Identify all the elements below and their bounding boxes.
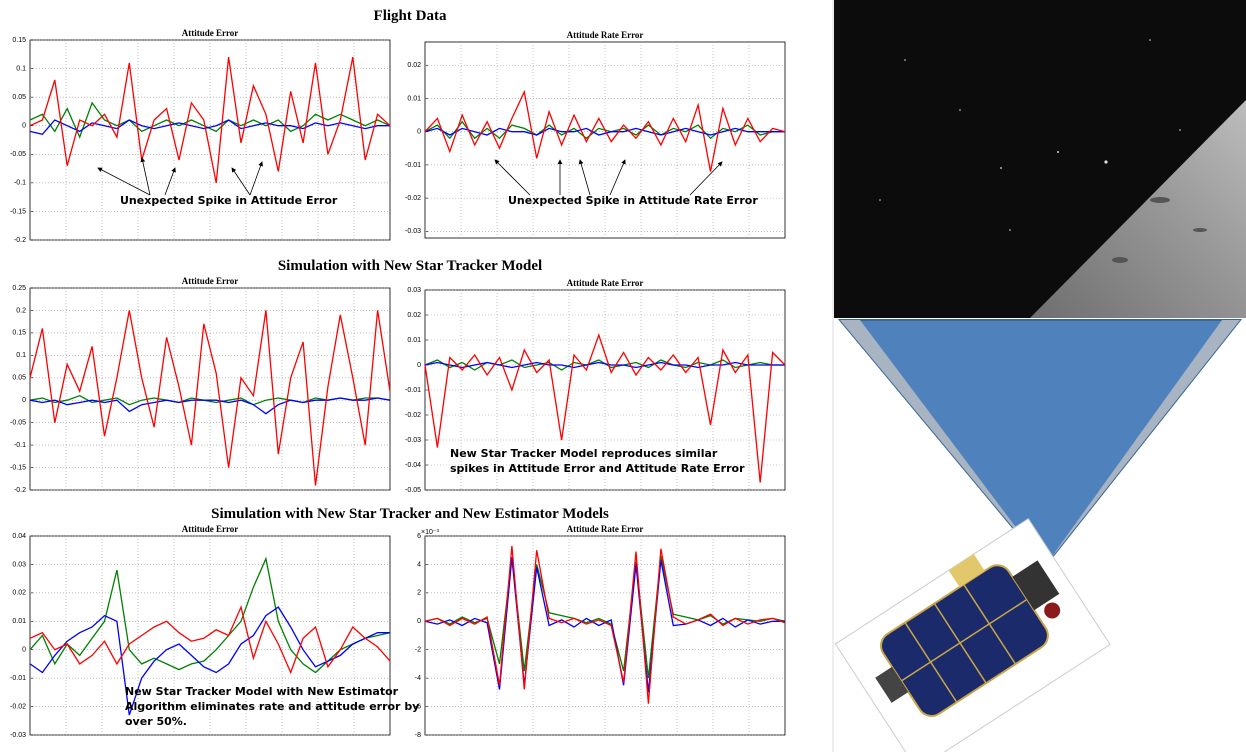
- y-tick-label: -6: [415, 703, 421, 710]
- annotation: spikes in Attitude Error and Attitude Ra…: [450, 462, 745, 475]
- y-tick-label: 4: [417, 561, 421, 568]
- y-tick-label: -0.05: [10, 420, 26, 427]
- y-tick-label: 0: [417, 362, 421, 369]
- chart-title: Attitude Error: [182, 524, 239, 534]
- y-tick-label: 0.01: [407, 95, 421, 102]
- y-tick-label: 0: [22, 123, 26, 130]
- chart-title: Attitude Rate Error: [567, 30, 644, 40]
- y-tick-label: 0: [417, 129, 421, 136]
- y-tick-label: -0.02: [405, 412, 421, 419]
- lunar-photo: [834, 0, 1246, 318]
- annotation: over 50%.: [125, 715, 187, 728]
- y-tick-label: -0.04: [405, 462, 421, 469]
- y-tick-label: 0.1: [16, 65, 26, 72]
- chart-title: Attitude Rate Error: [567, 278, 644, 288]
- y-tick-label: 0: [22, 397, 26, 404]
- annotation: Unexpected Spike in Attitude Error: [120, 194, 338, 207]
- y-tick-label: -0.03: [405, 228, 421, 235]
- y-tick-label: -0.15: [10, 464, 26, 471]
- section-heading: Flight Data: [374, 8, 447, 24]
- plot-frame: [425, 42, 785, 238]
- annotation: New Star Tracker Model reproduces simila…: [450, 447, 718, 460]
- y-tick-label: 0.01: [12, 618, 26, 625]
- chart-title: Attitude Error: [182, 28, 239, 38]
- y-tick-label: 0: [22, 647, 26, 654]
- y-tick-label: 0.01: [407, 337, 421, 344]
- y-tick-label: -2: [415, 647, 421, 654]
- y-tick-label: 0.15: [12, 330, 26, 337]
- y-tick-label: 0.05: [12, 375, 26, 382]
- annotation: Unexpected Spike in Attitude Rate Error: [508, 194, 758, 207]
- y-tick-label: -0.01: [405, 387, 421, 394]
- y-tick-label: 0.02: [407, 62, 421, 69]
- y-tick-label: -0.05: [10, 151, 26, 158]
- y-tick-label: 0.03: [407, 287, 421, 294]
- y-tick-label: 0.02: [12, 590, 26, 597]
- y-tick-label: 0.04: [12, 533, 26, 540]
- y-tick-label: -0.01: [405, 162, 421, 169]
- section-heading: Simulation with New Star Tracker and New…: [211, 506, 609, 522]
- y-tick-label: 0.02: [407, 312, 421, 319]
- y-tick-label: 2: [417, 590, 421, 597]
- y-tick-label: 0.15: [12, 37, 26, 44]
- y-tick-label: -0.02: [405, 195, 421, 202]
- y-tick-label: -0.1: [14, 442, 26, 449]
- spacecraft: [835, 519, 1110, 752]
- y-tick-label: 0.05: [12, 94, 26, 101]
- y-tick-label: 0: [417, 618, 421, 625]
- field-of-view: [840, 320, 1240, 566]
- y-tick-label: 0.25: [12, 285, 26, 292]
- chart-title: Attitude Rate Error: [567, 524, 644, 534]
- y-tick-label: -4: [415, 675, 421, 682]
- y-tick-label: -0.1: [14, 180, 26, 187]
- y-tick-label: -0.2: [14, 487, 26, 494]
- y-tick-label: -0.01: [10, 675, 26, 682]
- chart-title: Attitude Error: [182, 276, 239, 286]
- y-tick-label: 0.2: [16, 307, 26, 314]
- y-tick-label: 0.03: [12, 561, 26, 568]
- y-tick-label: -0.15: [10, 208, 26, 215]
- section-heading: Simulation with New Star Tracker Model: [278, 258, 542, 274]
- y-tick-label: -0.05: [405, 487, 421, 494]
- y-tick-label: -0.03: [405, 437, 421, 444]
- y-tick-label: -8: [415, 732, 421, 739]
- slide: Flight Data Simulation with New Star Tra…: [0, 0, 1246, 752]
- y-tick-label: 0.1: [16, 352, 26, 359]
- y-tick-label: -0.02: [10, 703, 26, 710]
- y-tick-label: -0.2: [14, 237, 26, 244]
- annotation: New Star Tracker Model with New Estimato…: [125, 685, 399, 698]
- y-multiplier: ×10⁻³: [421, 529, 440, 536]
- annotation: Algorithm eliminates rate and attitude e…: [125, 700, 419, 713]
- y-tick-label: -0.03: [10, 732, 26, 739]
